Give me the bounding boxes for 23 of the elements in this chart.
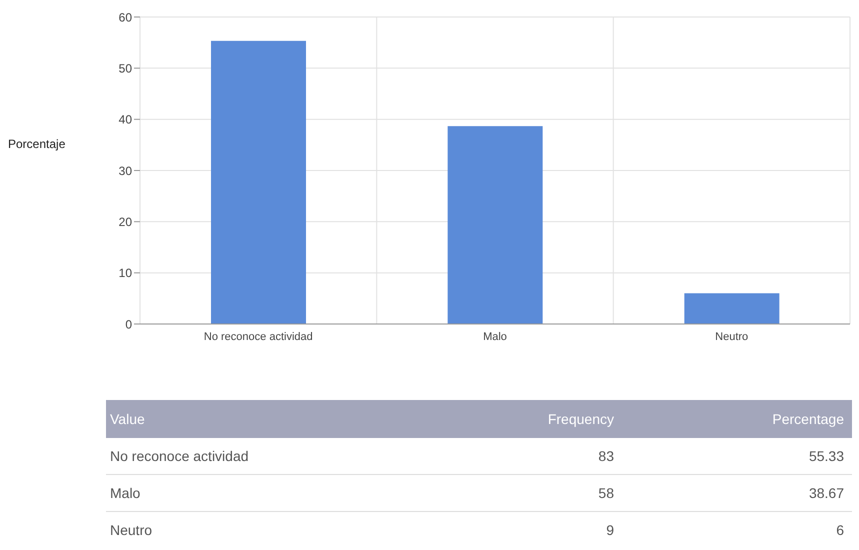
y-tick-label: 60: [118, 10, 132, 24]
y-tick-label: 40: [118, 112, 132, 127]
x-tick-label: Malo: [483, 330, 507, 343]
text: 55.33: [808, 448, 845, 464]
text: 83: [597, 448, 614, 464]
text: 6: [835, 522, 845, 538]
x-tick-label: Neutro: [715, 330, 748, 343]
category-label: No reconoce actividad: [110, 448, 249, 464]
text: Frequency: [546, 411, 614, 427]
text: Value: [109, 411, 146, 427]
y-tick-label: 10: [118, 266, 132, 280]
category-label: Malo: [110, 485, 140, 501]
y-tick-label: 50: [118, 61, 132, 76]
text: Percentage: [771, 411, 845, 427]
y-tick-label: 0: [125, 317, 132, 332]
text: 9: [605, 522, 614, 538]
text: 38.67: [808, 485, 845, 501]
category-label: Neutro: [110, 522, 152, 538]
y-axis-title: Porcentaje: [8, 137, 66, 151]
text: 58: [597, 485, 614, 501]
y-tick-label: 30: [118, 164, 132, 178]
y-tick-label: 20: [118, 214, 132, 229]
x-tick-label: No reconoce actividad: [204, 330, 313, 343]
